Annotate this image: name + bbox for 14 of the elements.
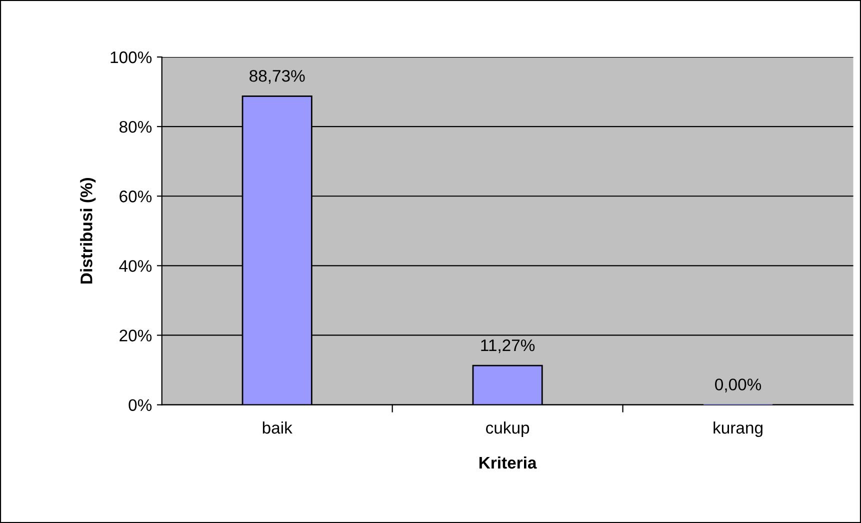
y-tick-label: 100%	[110, 51, 152, 64]
x-tick-label: cukup	[486, 421, 530, 438]
x-tick-label: baik	[262, 421, 292, 434]
y-tick-label: 0%	[128, 399, 152, 412]
y-tick-label: 80%	[120, 120, 152, 133]
data-label: 11,27%	[481, 339, 535, 354]
y-tick-label: 40%	[119, 260, 152, 272]
data-label: 88,73%	[250, 70, 305, 84]
y-tick-label: 60%	[120, 190, 152, 202]
x-axis-title: Kriteria	[479, 456, 537, 469]
y-axis-title: Distribusi (%)	[80, 178, 96, 284]
data-label: 0,00%	[715, 378, 762, 392]
x-tick-label: kurang	[714, 421, 762, 438]
y-tick-label: 20%	[120, 330, 152, 342]
